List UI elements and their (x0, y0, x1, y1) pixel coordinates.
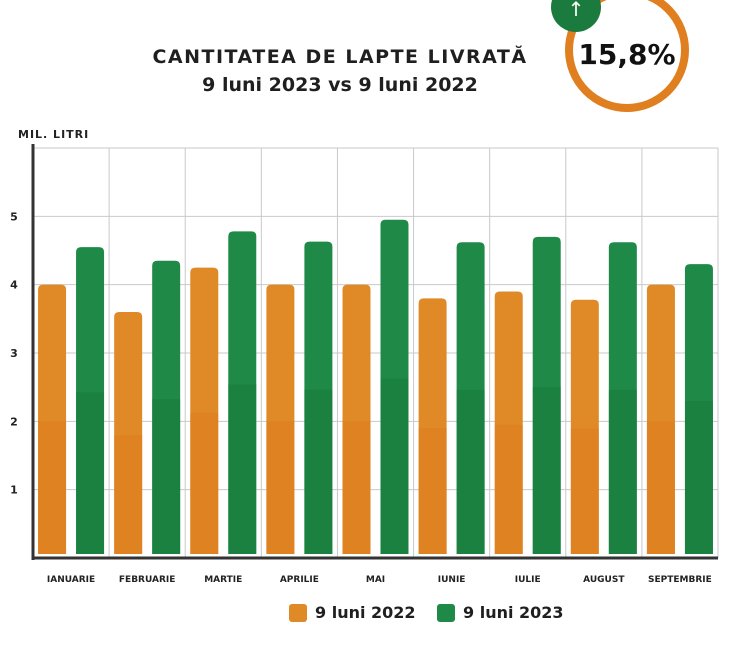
x-tick-label: IULIE (515, 575, 541, 585)
legend-item-2023: 9 luni 2023 (437, 603, 564, 622)
y-tick-label: 2 (10, 415, 18, 428)
y-tick-label: 4 (10, 279, 18, 292)
bar-shade (304, 389, 333, 554)
bar-shade (38, 421, 67, 554)
bar-shade (684, 400, 713, 554)
x-tick-label: IANUARIE (47, 575, 95, 585)
y-tick-label: 3 (10, 347, 18, 360)
chart-title: CANTITATEA DE LAPTE LIVRATĂ (152, 46, 528, 68)
x-tick-label: IUNIE (438, 575, 466, 585)
legend-swatch-2023 (437, 603, 455, 622)
bar-shade (418, 428, 447, 554)
bar-chart: 1 2 3 4 5 MIL. LITRI IANUARIE FEBRUARIE MARTIE AP… (10, 128, 719, 585)
x-tick-label: FEBRUARIE (119, 575, 176, 585)
bar-shade (494, 424, 523, 554)
chart-legend: 9 luni 2022 9 luni 2023 (0, 603, 733, 633)
x-tick-label: AUGUST (583, 575, 625, 585)
legend-label-2022: 9 luni 2022 (315, 603, 416, 622)
bar-shade (190, 412, 219, 554)
bar-shade (570, 428, 599, 554)
growth-badge-value: 15,8% (578, 38, 676, 71)
bar-shade (76, 392, 105, 554)
bar-shade (380, 378, 409, 554)
x-tick-label: MAI (366, 575, 385, 585)
legend-item-2022: 9 luni 2022 (289, 603, 416, 622)
bar-shade (646, 421, 675, 554)
bar-shade (266, 421, 295, 554)
chart-subtitle: 9 luni 2023 vs 9 luni 2022 (202, 74, 478, 96)
bar-shade (152, 399, 181, 554)
bar-shade (114, 435, 143, 554)
legend-label-2023: 9 luni 2023 (463, 603, 564, 622)
y-axis-label: MIL. LITRI (18, 128, 89, 141)
bar-shade (532, 387, 561, 554)
x-tick-label: SEPTEMBRIE (648, 575, 712, 585)
x-tick-label: APRILIE (280, 575, 319, 585)
y-tick-label: 1 (10, 484, 18, 497)
chart-title-block: CANTITATEA DE LAPTE LIVRATĂ 9 luni 2023 … (120, 46, 560, 96)
x-tick-label: MARTIE (204, 575, 242, 585)
bar-shade (228, 384, 257, 554)
y-tick-label: 5 (10, 210, 18, 223)
bar-shade (608, 389, 637, 554)
legend-swatch-2022 (289, 603, 307, 622)
bar-shade (342, 421, 371, 554)
bar-shade (456, 389, 485, 554)
